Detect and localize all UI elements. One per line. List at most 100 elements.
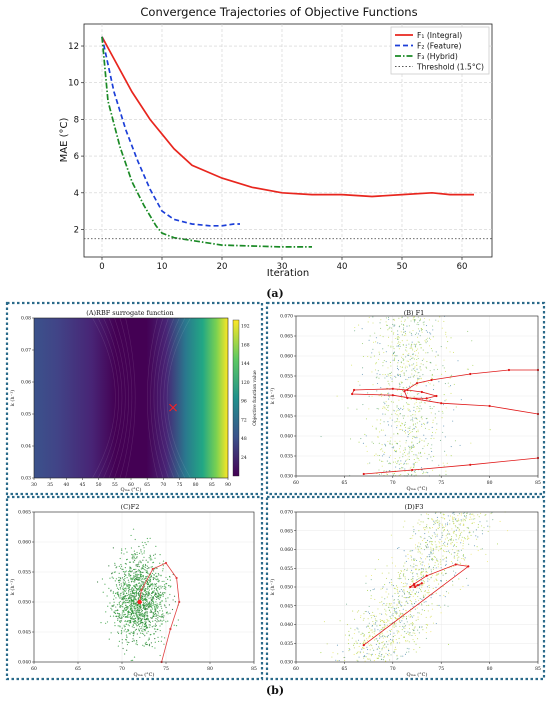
sample-point [405,459,407,461]
sample-point [157,578,159,580]
sample-point [410,623,412,625]
sample-point [130,618,132,620]
sample-point [391,584,393,586]
sample-point [403,415,405,417]
sample-point [450,543,452,545]
sample-point [476,546,478,548]
sample-point [428,604,430,606]
sample-point [485,553,487,555]
sample-point [410,398,413,400]
sample-point [414,411,416,413]
sample-point [412,578,414,580]
sample-point [409,632,411,634]
sample-point [405,618,408,620]
sample-point [376,373,378,375]
sample-point [413,462,415,465]
sample-point [108,565,110,567]
sample-point [402,453,404,455]
sample-point [147,630,149,633]
sample-point [419,552,421,554]
sample-point [435,579,438,581]
sample-point [381,629,383,631]
sample-point [128,595,130,597]
sample-point [145,588,147,590]
sample-point [127,629,129,631]
sample-point [156,614,158,616]
sample-point [399,457,401,459]
sample-point [344,634,346,636]
sample-point [360,616,362,619]
sample-point [370,595,372,597]
sample-point [160,575,162,577]
sample-point [142,575,144,577]
sample-point [399,613,401,615]
sample-point [109,577,111,579]
sample-point [118,601,120,604]
sample-point [408,363,410,365]
sample-point [419,557,421,559]
sample-point [412,605,414,607]
sample-point [421,570,423,572]
sample-point [348,648,350,650]
trajectory-point [413,585,417,589]
sample-point [408,648,410,650]
sample-point [145,613,147,615]
sample-point [428,428,430,431]
sample-point [133,585,136,588]
sample-point [151,584,153,586]
sample-point [471,340,473,342]
sample-point [458,550,460,552]
sample-point [407,463,409,465]
sample-point [426,604,428,607]
sample-point [411,334,413,336]
sample-point [434,522,436,524]
sample-point [380,636,382,638]
trajectory-point [164,561,168,565]
sample-point [150,583,152,585]
sample-point [396,420,398,423]
sample-point [145,575,147,578]
sample-point [393,332,395,334]
sample-point [393,652,395,654]
sample-point [373,633,375,635]
sample-point [128,590,130,592]
sample-point [412,629,414,631]
sample-point [397,369,400,371]
sample-point [388,318,390,320]
sample-point [387,367,389,369]
sample-point [435,529,437,531]
sample-point [408,597,410,599]
sample-point [411,622,413,624]
sample-point [397,336,399,338]
sample-point [163,580,165,582]
sample-point [463,530,465,532]
sample-point [407,379,409,381]
sample-point [453,557,455,559]
sample-point [137,570,139,572]
sample-point [427,381,430,384]
sample-point [154,637,156,640]
sample-point [388,383,390,385]
sample-point [403,424,406,427]
sample-point [402,575,405,577]
contour-line [166,317,191,479]
sample-point [391,562,393,564]
sample-point [152,554,155,557]
sample-point [393,599,396,601]
sample-point [408,377,410,379]
sample-point [414,437,416,439]
sample-point [134,575,136,578]
sample-point [371,352,373,354]
sample-point [392,359,394,361]
sample-point [154,628,156,630]
sample-point [430,631,432,633]
sample-point [414,345,416,347]
sample-point [395,618,398,620]
sample-point [378,655,380,657]
sample-point [426,544,429,546]
sample-point [404,447,406,449]
sample-point [418,393,420,395]
trajectory-point [140,588,143,592]
x-tick-label: 90 [225,482,231,488]
sample-point [430,615,432,617]
